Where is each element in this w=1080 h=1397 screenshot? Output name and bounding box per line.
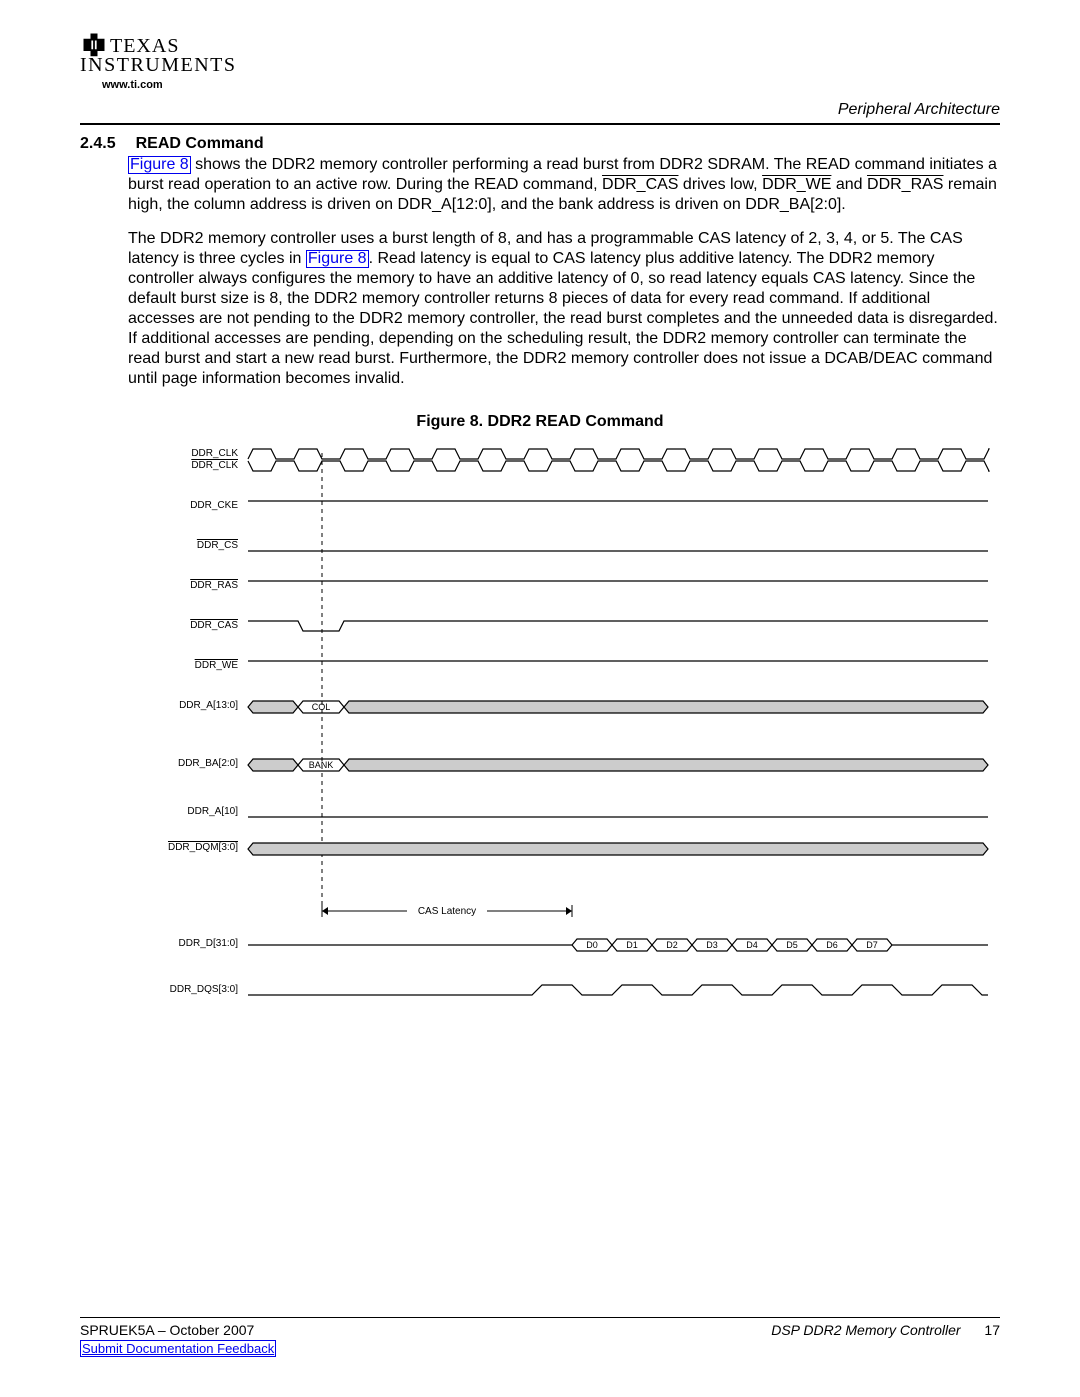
svg-text:COL: COL: [312, 702, 331, 712]
svg-text:D7: D7: [866, 940, 878, 950]
ti-logo: TEXAS INSTRUMENTS www.ti.com: [80, 30, 237, 91]
svg-text:CAS Latency: CAS Latency: [418, 906, 476, 917]
svg-text:D1: D1: [626, 940, 638, 950]
svg-text:DDR_D[31:0]: DDR_D[31:0]: [179, 938, 239, 949]
logo-url: www.ti.com: [102, 79, 163, 91]
svg-text:DDR_CLK: DDR_CLK: [191, 448, 238, 459]
p2-b: . Read latency is equal to CAS latency p…: [128, 250, 998, 387]
svg-text:D2: D2: [666, 940, 678, 950]
svg-text:DDR_BA[2:0]: DDR_BA[2:0]: [178, 758, 238, 769]
ddr-ras-ov: DDR_RAS: [867, 176, 943, 193]
svg-text:D0: D0: [586, 940, 598, 950]
svg-text:D6: D6: [826, 940, 838, 950]
p1-b: drives low,: [678, 176, 762, 193]
svg-text:DDR_CAS: DDR_CAS: [190, 620, 238, 631]
p1-c: and: [831, 176, 867, 193]
svg-text:DDR_WE: DDR_WE: [195, 660, 239, 671]
footer-right: DSP DDR2 Memory Controller: [771, 1322, 960, 1338]
header-right-label: Peripheral Architecture: [838, 101, 1000, 119]
section-number: 2.4.5: [80, 135, 116, 153]
figure8-link-2[interactable]: Figure 8: [306, 250, 369, 268]
svg-text:DDR_RAS: DDR_RAS: [190, 580, 238, 591]
svg-text:D5: D5: [786, 940, 798, 950]
svg-text:DDR_CKE: DDR_CKE: [190, 500, 238, 511]
timing-diagram: DDR_CLKDDR_CLK DDR_CKE DDR_CS DDR_RAS DDR_CA…: [128, 439, 1000, 1009]
figure8-link[interactable]: Figure 8: [128, 156, 191, 174]
figure-caption: Figure 8. DDR2 READ Command: [80, 413, 1000, 431]
paragraph-1: Figure 8 shows the DDR2 memory controlle…: [128, 155, 1000, 215]
svg-text:D3: D3: [706, 940, 718, 950]
paragraph-2: The DDR2 memory controller uses a burst …: [128, 229, 1000, 389]
svg-text:DDR_CLK: DDR_CLK: [191, 460, 238, 471]
svg-text:D4: D4: [746, 940, 758, 950]
svg-text:DDR_A[13:0]: DDR_A[13:0]: [179, 700, 238, 711]
logo-instruments: INSTRUMENTS: [80, 54, 237, 77]
header-rule: [80, 123, 1000, 125]
svg-text:BANK: BANK: [309, 760, 334, 770]
svg-text:DDR_CS: DDR_CS: [197, 540, 238, 551]
footer-rule: [80, 1317, 1000, 1318]
ddr-we-ov: DDR_WE: [762, 176, 831, 193]
ddr-cas-ov: DDR_CAS: [602, 176, 678, 193]
footer-left: SPRUEK5A – October 2007: [80, 1322, 254, 1338]
svg-text:DDR_A[10]: DDR_A[10]: [187, 806, 238, 817]
svg-text:DDR_DQM[3:0]: DDR_DQM[3:0]: [168, 842, 238, 853]
footer-feedback-link[interactable]: Submit Documentation Feedback: [80, 1340, 276, 1357]
section-title: READ Command: [136, 135, 264, 153]
page-number: 17: [984, 1322, 1000, 1338]
svg-text:DDR_DQS[3:0]: DDR_DQS[3:0]: [170, 984, 239, 995]
